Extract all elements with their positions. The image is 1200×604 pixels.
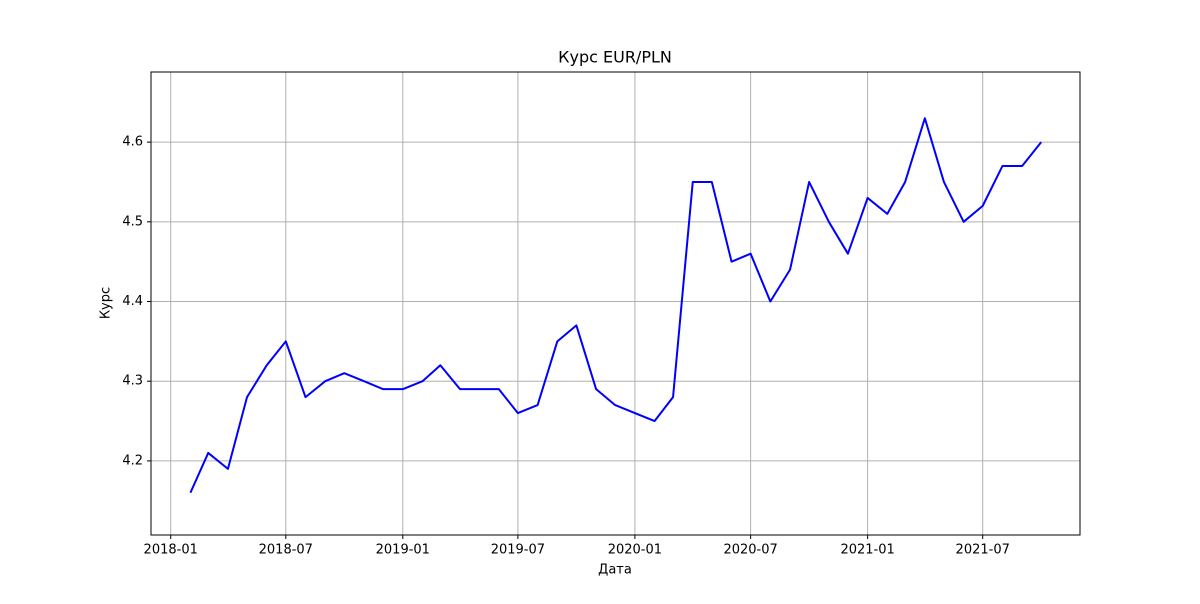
y-tick-label: 4.2 [122, 453, 143, 468]
y-tick-label: 4.4 [122, 294, 143, 309]
x-tick-label: 2018-01 [144, 543, 198, 558]
x-tick-label: 2021-01 [840, 543, 894, 558]
x-tick-label: 2020-01 [608, 543, 662, 558]
x-axis-label: Дата [598, 563, 632, 578]
x-tick-label: 2021-07 [956, 543, 1010, 558]
x-tick-label: 2018-07 [259, 543, 313, 558]
y-tick-label: 4.6 [122, 135, 143, 150]
data-line [189, 117, 1042, 494]
x-tick-label: 2020-07 [723, 543, 777, 558]
x-tick-label: 2019-07 [491, 543, 545, 558]
y-axis-label: Курс [99, 287, 114, 319]
chart-title: Курс EUR/PLN [558, 48, 672, 67]
y-tick-label: 4.5 [122, 214, 143, 229]
plot-frame [150, 71, 1081, 536]
y-tick-label: 4.3 [122, 374, 143, 389]
x-tick-label: 2019-01 [376, 543, 430, 558]
